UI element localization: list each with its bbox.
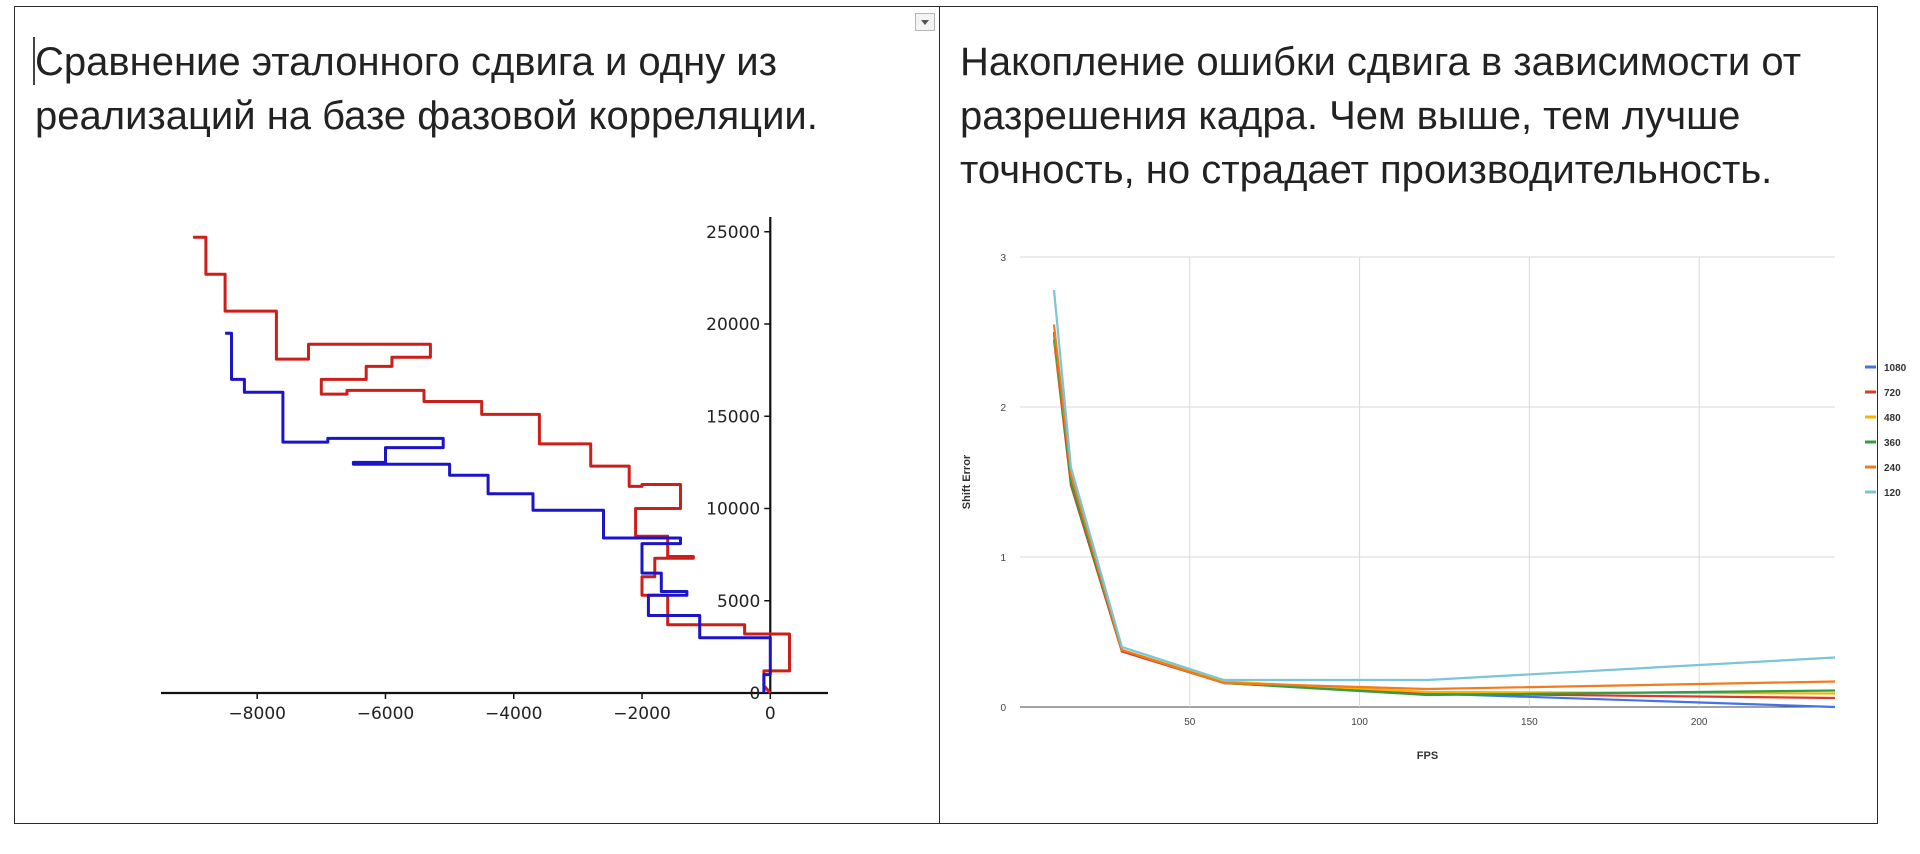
y-tick-label: 10000 [706,500,760,520]
y-axis-title: Shift Error [961,454,973,509]
shift-error-chart: 0 1 2 3 50 100 150 200 FPS Shift Error 1080 720 480 3… [961,253,1907,762]
right-cell-title: Накопление ошибки сдвига в зависимости о… [960,40,1802,192]
y-tick-label: 0 [749,684,760,704]
legend-label-1080: 1080 [1884,363,1907,374]
x-tick-label: 150 [1521,717,1538,728]
text-cursor [33,37,35,85]
x-tick-label: −6000 [357,704,415,724]
series-line-240 [1052,324,1836,691]
legend-label-120: 120 [1884,488,1901,499]
legend-label-480: 480 [1884,413,1901,424]
y-tick-label: 15000 [706,407,760,427]
legend-label-240: 240 [1884,463,1901,474]
left-cell-title: Сравнение эталонного сдвига и одну из ре… [35,40,818,138]
shift-comparison-chart: −8000 −6000 −4000 −2000 00 5000 10000 15000 2000… [161,217,828,724]
left-cell: Сравнение эталонного сдвига и одну из ре… [15,7,940,823]
y-tick-label: 2 [1000,403,1006,414]
y-tick-label: 1 [1000,553,1006,564]
x-tick-label: −4000 [485,704,543,724]
y-tick-label: 25000 [706,223,760,243]
series-line-120 [1052,289,1836,682]
y-tick-label: 20000 [706,315,760,335]
x-tick-label: 50 [1184,717,1196,728]
x-tick-label: 100 [1351,717,1368,728]
x-tick-label: 0 [765,704,776,724]
comparison-table: Сравнение эталонного сдвига и одну из ре… [14,6,1907,824]
legend-label-360: 360 [1884,438,1901,449]
series-line-720 [1052,339,1836,700]
dropdown-arrow-button[interactable] [915,13,935,31]
legend-label-720: 720 [1884,388,1901,399]
y-tick-label: 5000 [717,592,760,612]
x-axis-title: FPS [1417,750,1438,762]
x-tick-label: −2000 [613,704,671,724]
y-tick-label: 0 [1000,703,1006,714]
series-line-1080 [1052,331,1836,709]
series-line-480 [1052,334,1836,695]
right-cell: Накопление ошибки сдвига в зависимости о… [940,7,1907,823]
y-tick-label: 3 [1000,253,1006,264]
trajectory-line-blue [225,331,772,693]
x-tick-label: 200 [1691,717,1708,728]
series-line-360 [1052,331,1836,697]
x-tick-label: −8000 [228,704,286,724]
